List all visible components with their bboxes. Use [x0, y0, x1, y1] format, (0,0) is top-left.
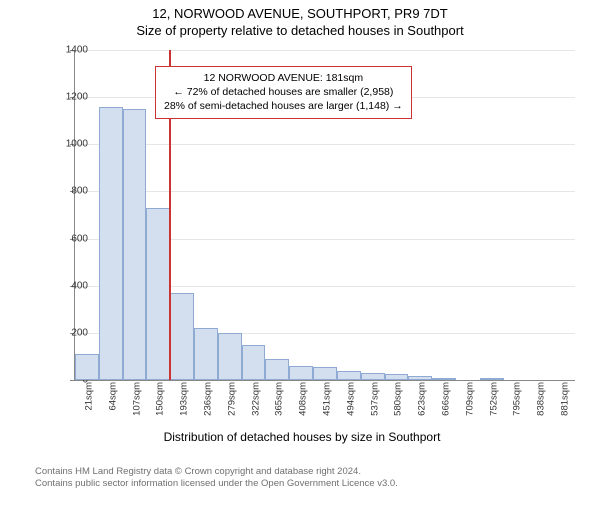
bar [313, 367, 337, 380]
plot-area: 12 NORWOOD AVENUE: 181sqm ← 72% of detac… [74, 50, 575, 381]
bar [385, 374, 409, 380]
x-tick-label: 64sqm [107, 382, 118, 411]
x-tick-label: 236sqm [202, 382, 213, 416]
x-tick-label: 451sqm [322, 382, 333, 416]
x-tick-label: 838sqm [536, 382, 547, 416]
annotation-line2: ← 72% of detached houses are smaller (2,… [164, 85, 403, 99]
bar [123, 109, 147, 380]
x-tick-label: 322sqm [250, 382, 261, 416]
page-title: 12, NORWOOD AVENUE, SOUTHPORT, PR9 7DT [0, 6, 600, 21]
x-tick-label: 666sqm [441, 382, 452, 416]
x-axis-label: Distribution of detached houses by size … [30, 430, 574, 444]
annotation-line3: 28% of semi-detached houses are larger (… [164, 99, 403, 113]
bar [170, 293, 194, 380]
bar [480, 378, 504, 380]
x-tick-label: 537sqm [369, 382, 380, 416]
x-tick-label: 881sqm [560, 382, 571, 416]
bar [194, 328, 218, 380]
x-tick-label: 752sqm [488, 382, 499, 416]
bar [146, 208, 170, 380]
x-tick-label: 795sqm [512, 382, 523, 416]
bar [289, 366, 313, 380]
x-tick-label: 150sqm [155, 382, 166, 416]
attribution-line1: Contains HM Land Registry data © Crown c… [35, 466, 398, 478]
x-tick-label: 623sqm [417, 382, 428, 416]
bar [361, 373, 385, 380]
x-tick-label: 365sqm [274, 382, 285, 416]
x-tick-label: 279sqm [226, 382, 237, 416]
bar [99, 107, 123, 380]
bar [242, 345, 266, 380]
x-tick-label: 580sqm [393, 382, 404, 416]
bar [218, 333, 242, 380]
annotation-box: 12 NORWOOD AVENUE: 181sqm ← 72% of detac… [155, 66, 412, 119]
annotation-line1: 12 NORWOOD AVENUE: 181sqm [164, 71, 403, 85]
attribution-line2: Contains public sector information licen… [35, 478, 398, 490]
bar [432, 378, 456, 380]
y-tick-mark [70, 380, 74, 381]
x-tick-label: 193sqm [179, 382, 190, 416]
bar [265, 359, 289, 380]
x-tick-label: 494sqm [345, 382, 356, 416]
bar [75, 354, 99, 380]
x-tick-label: 107sqm [131, 382, 142, 416]
bar [337, 371, 361, 380]
x-tick-label: 21sqm [83, 382, 94, 411]
page-subtitle: Size of property relative to detached ho… [0, 23, 600, 38]
x-tick-label: 408sqm [298, 382, 309, 416]
x-tick-label: 709sqm [464, 382, 475, 416]
attribution: Contains HM Land Registry data © Crown c… [35, 466, 398, 491]
bar [408, 376, 432, 380]
histogram-chart: Number of detached properties 12 NORWOOD… [30, 42, 590, 442]
